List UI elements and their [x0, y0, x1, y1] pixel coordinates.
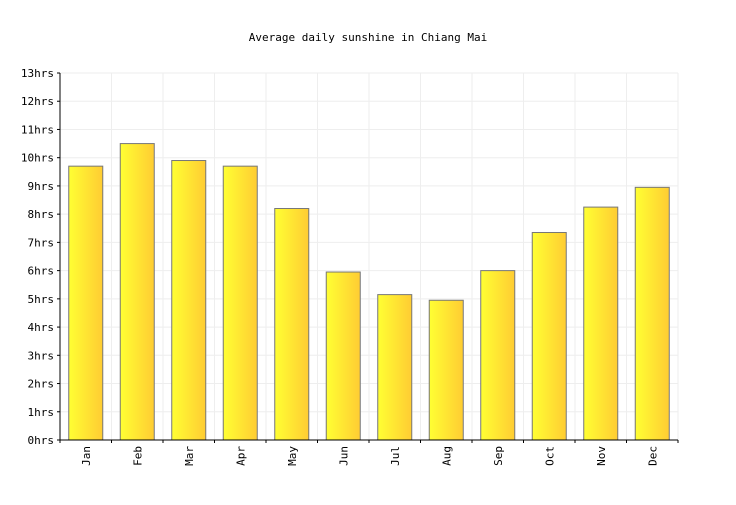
x-tick-label: Dec	[646, 446, 659, 466]
y-tick-label: 11hrs	[21, 123, 54, 136]
axes	[57, 72, 679, 443]
bar-oct	[531, 232, 567, 441]
chart-title: Average daily sunshine in Chiang Mai	[249, 31, 487, 44]
y-tick-label: 0hrs	[28, 434, 55, 447]
y-tick-label: 2hrs	[28, 378, 55, 391]
grid	[60, 72, 679, 441]
x-tick-label: Oct	[543, 446, 556, 466]
y-tick-label: 5hrs	[28, 293, 55, 306]
y-tick-label: 8hrs	[28, 208, 55, 221]
bar-may	[274, 208, 310, 441]
y-tick-label: 10hrs	[21, 152, 54, 165]
bar-jun	[325, 271, 361, 441]
x-tick-labels: Jan Feb Mar Apr May Jun Jul Aug Sep Oct Nov Dec	[80, 446, 660, 466]
bar-aug	[428, 299, 464, 441]
bar-mar	[171, 160, 207, 441]
y-tick-label: 1hrs	[28, 406, 55, 419]
y-tick-label: 4hrs	[28, 321, 55, 334]
x-tick-label: Jun	[337, 446, 350, 466]
y-tick-label: 12hrs	[21, 95, 54, 108]
bar-dec	[634, 186, 670, 441]
x-tick-label: Jan	[80, 446, 93, 466]
bar-jan	[68, 165, 104, 441]
y-tick-label: 9hrs	[28, 180, 55, 193]
bar-jul	[377, 294, 413, 441]
x-tick-label: Nov	[595, 446, 608, 466]
x-tick-label: Feb	[131, 446, 144, 466]
y-tick-label: 13hrs	[21, 67, 54, 80]
x-tick-label: Apr	[234, 446, 247, 466]
bar-apr	[222, 165, 258, 441]
y-tick-label: 3hrs	[28, 349, 55, 362]
x-tick-label: Aug	[440, 446, 453, 466]
y-tick-label: 6hrs	[28, 265, 55, 278]
x-tick-label: Sep	[492, 446, 505, 466]
y-tick-labels: 0hrs 1hrs 2hrs 3hrs 4hrs 5hrs 6hrs 7hrs 8hrs 9hrs…	[21, 67, 54, 447]
bar-sep	[480, 270, 516, 441]
x-tick-label: Jul	[389, 446, 402, 466]
bar-feb	[119, 143, 155, 441]
y-tick-label: 7hrs	[28, 236, 55, 249]
x-tick-label: May	[286, 446, 299, 466]
bar-nov	[583, 206, 619, 441]
x-tick-label: Mar	[183, 446, 196, 466]
